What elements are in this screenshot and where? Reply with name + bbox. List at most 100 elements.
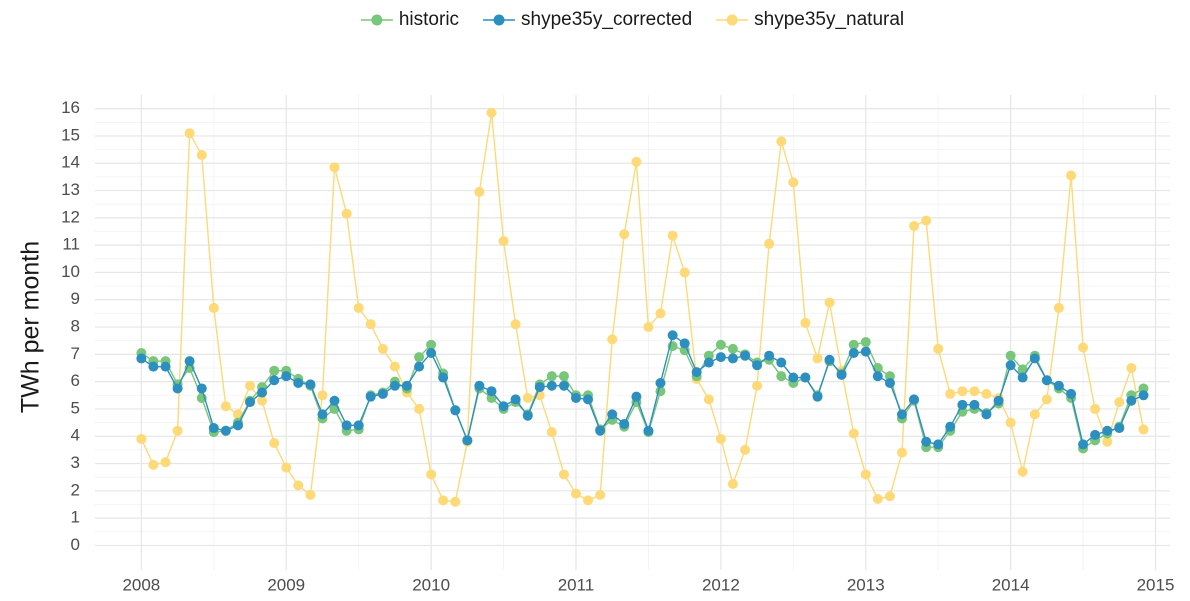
legend-swatch [726, 14, 738, 26]
point [957, 399, 968, 410]
point [281, 371, 292, 382]
point [377, 343, 388, 354]
point [498, 236, 509, 247]
point [414, 403, 425, 414]
point [450, 496, 461, 507]
point [860, 469, 871, 480]
point [667, 330, 678, 341]
point [1138, 424, 1149, 435]
point [317, 390, 328, 401]
point [172, 383, 183, 394]
point [462, 435, 473, 446]
point [389, 361, 400, 372]
point [921, 215, 932, 226]
legend-swatch [371, 14, 383, 26]
point [1066, 170, 1077, 181]
point [872, 494, 883, 505]
point [884, 491, 895, 502]
point [1102, 425, 1113, 436]
point [583, 495, 594, 506]
point [148, 361, 159, 372]
point [377, 388, 388, 399]
point [341, 420, 352, 431]
legend: historic shype35y_corrected shype35y_natur… [360, 9, 904, 30]
point [570, 488, 581, 499]
point [643, 322, 654, 333]
point [546, 380, 557, 391]
point [1017, 466, 1028, 477]
point [136, 353, 147, 364]
point [245, 397, 256, 408]
point [824, 354, 835, 365]
point [788, 372, 799, 383]
x-tick-label: 2014 [992, 575, 1030, 594]
point [715, 433, 726, 444]
point [510, 394, 521, 405]
point [341, 208, 352, 219]
point [1114, 423, 1125, 434]
point [450, 405, 461, 416]
point [1078, 342, 1089, 353]
point [655, 378, 666, 389]
point [896, 447, 907, 458]
y-tick-label: 13 [61, 180, 80, 199]
point [220, 401, 231, 412]
point [993, 395, 1004, 406]
point [727, 343, 738, 354]
point [1041, 394, 1052, 405]
point [957, 386, 968, 397]
point [933, 439, 944, 450]
point [486, 107, 497, 118]
point [1090, 403, 1101, 414]
point [438, 495, 449, 506]
point [329, 395, 340, 406]
point [945, 421, 956, 432]
point [1017, 372, 1028, 383]
point [607, 334, 618, 345]
point [172, 425, 183, 436]
point [220, 425, 231, 436]
legend-label: shype35y_corrected [521, 9, 692, 30]
point [1078, 439, 1089, 450]
line [140, 334, 1144, 446]
point [969, 386, 980, 397]
point [848, 339, 859, 350]
point [764, 238, 775, 249]
x-tick-label: 2012 [702, 575, 740, 594]
point [740, 444, 751, 455]
point [631, 156, 642, 167]
point [365, 319, 376, 330]
point [595, 425, 606, 436]
y-tick-label: 1 [71, 508, 80, 527]
point [1053, 302, 1064, 313]
y-tick-label: 10 [61, 262, 80, 281]
y-tick-label: 8 [71, 317, 80, 336]
point [667, 230, 678, 241]
y-tick-label: 9 [71, 289, 80, 308]
point [872, 371, 883, 382]
y-tick-label: 11 [62, 235, 80, 254]
point [1005, 417, 1016, 428]
point [196, 383, 207, 394]
point [884, 378, 895, 389]
point [703, 357, 714, 368]
point [269, 438, 280, 449]
point [643, 425, 654, 436]
point [414, 361, 425, 372]
point [257, 395, 268, 406]
point [981, 409, 992, 420]
point [136, 433, 147, 444]
point [546, 371, 557, 382]
point [908, 221, 919, 232]
point [1017, 364, 1028, 375]
point [619, 229, 630, 240]
point [257, 387, 268, 398]
point [752, 360, 763, 371]
point [933, 343, 944, 354]
point [727, 353, 738, 364]
point [679, 267, 690, 278]
point [921, 436, 932, 447]
point [184, 356, 195, 367]
point [1126, 362, 1137, 373]
point [426, 339, 437, 350]
